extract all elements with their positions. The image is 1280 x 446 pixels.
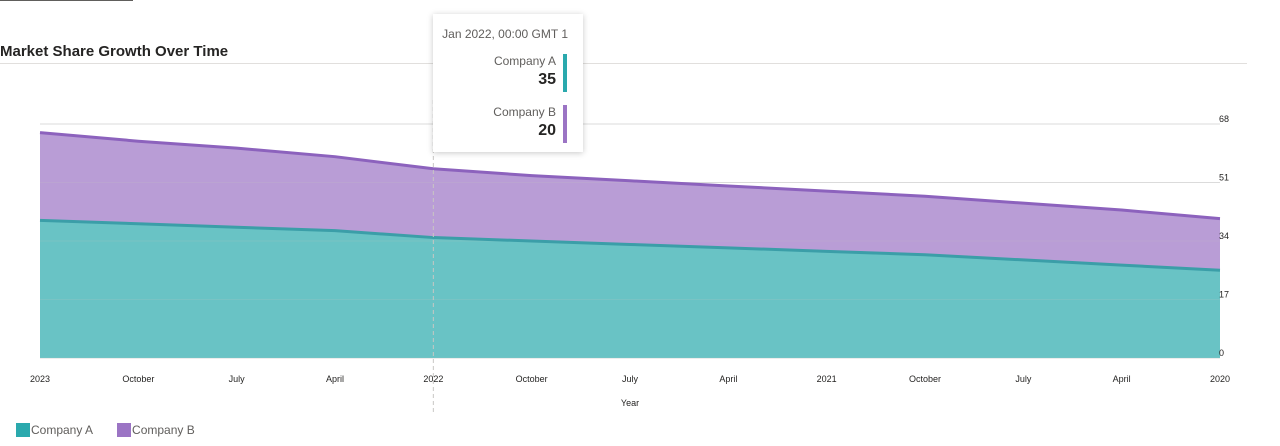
chart-title: Market Share Growth Over Time	[0, 43, 229, 60]
x-tick-label: October	[122, 374, 154, 384]
x-tick-label: April	[1113, 374, 1131, 384]
x-axis-title: Year	[621, 398, 639, 408]
x-tick-label: July	[622, 374, 639, 384]
tooltip-row-company-a: Company A 35	[433, 54, 583, 94]
x-tick-label: April	[326, 374, 344, 384]
y-tick-label: 68	[1219, 114, 1229, 124]
legend-label: Company A	[31, 423, 94, 437]
tooltip-date: Jan 2022, 00:00 GMT 1	[442, 27, 568, 41]
tooltip-color-bar	[563, 54, 567, 92]
tooltip-row-company-b: Company B 20	[433, 105, 583, 145]
legend-item-company-a[interactable]: Company A	[16, 423, 93, 437]
tooltip-series-name: Company A	[493, 54, 556, 68]
x-tick-label: 2021	[817, 374, 837, 384]
x-tick-label: October	[909, 374, 941, 384]
y-tick-label: 34	[1219, 231, 1229, 241]
x-tick-label: October	[516, 374, 548, 384]
line-company-a	[39, 218, 1221, 272]
y-tick-label: 51	[1219, 173, 1229, 183]
chart-legend: Company A Company B	[16, 423, 219, 437]
x-tick-label: July	[229, 374, 246, 384]
area-company-b	[40, 132, 1220, 271]
legend-label: Company B	[132, 423, 195, 437]
tooltip-series-value: 20	[538, 122, 556, 139]
chart-tooltip: Jan 2022, 00:00 GMT 1 Company A 35 Compa…	[433, 14, 583, 152]
y-tick-label: 0	[1219, 348, 1224, 358]
tooltip-series-value: 35	[538, 71, 556, 88]
line-company-b	[39, 131, 1221, 221]
legend-swatch	[16, 423, 30, 437]
x-tick-label: April	[719, 374, 737, 384]
legend-swatch	[117, 423, 132, 437]
tooltip-series-name: Company B	[493, 105, 556, 119]
x-tick-label: 2022	[423, 374, 443, 384]
x-tick-label: July	[1015, 374, 1032, 384]
x-tick-label: 2020	[1210, 374, 1230, 384]
tooltip-color-bar	[563, 105, 567, 143]
x-tick-label: 2023	[30, 374, 50, 384]
title-divider	[0, 63, 1247, 64]
y-tick-label: 17	[1219, 290, 1229, 300]
legend-item-company-b[interactable]: Company B	[117, 423, 195, 437]
top-scroll-indicator	[0, 0, 133, 1]
